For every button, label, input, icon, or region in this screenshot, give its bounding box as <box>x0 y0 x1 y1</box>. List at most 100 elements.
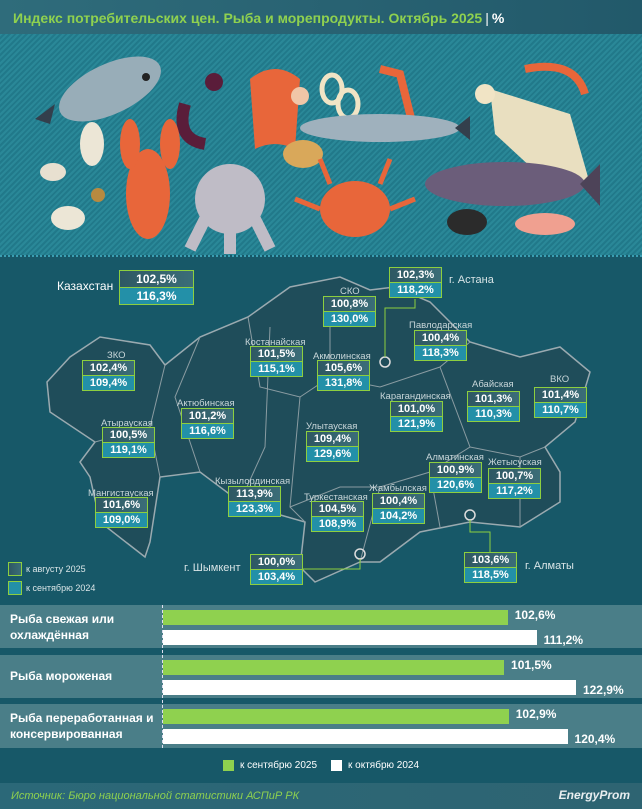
bar-legend: к сентябрю 2025 к октябрю 2024 <box>0 760 642 771</box>
region-value-box: 102,4% 109,4% <box>82 360 135 391</box>
country-label: Казахстан <box>57 279 114 293</box>
value-sep-2024: 123,3% <box>229 502 280 516</box>
region-label: Карагандинская <box>380 391 451 402</box>
crayfish-icon <box>379 65 419 135</box>
value-aug-2025: 101,6% <box>96 498 147 513</box>
value-sep-2024: 118,3% <box>415 346 466 360</box>
region-value-box: 100,7% 117,2% <box>488 468 541 499</box>
value-aug-2025: 101,0% <box>391 402 442 417</box>
region-label: Акмолинская <box>313 351 371 362</box>
title-bar: Индекс потребительских цен. Рыба и мореп… <box>0 0 642 34</box>
value-sep-2024: 118,5% <box>465 568 516 582</box>
country-value-box: 102,5% 116,3% <box>119 270 194 305</box>
prawn-icon <box>524 62 589 96</box>
legend-label: к октябрю 2024 <box>348 760 420 771</box>
bar-value-label: 111,2% <box>543 633 583 647</box>
region-label: Актюбинская <box>177 398 235 409</box>
value-sep-2024: 103,4% <box>251 570 302 584</box>
region-label: г. Астана <box>449 274 494 286</box>
value-aug-2025: 100,0% <box>251 555 302 570</box>
region-label: Туркестанская <box>304 492 368 503</box>
region-label: Улытауская <box>306 421 358 432</box>
bar-axis <box>162 605 163 748</box>
value-aug-2025: 103,6% <box>465 553 516 568</box>
legend-swatch <box>8 581 22 595</box>
legend-label: к сентябрю 2024 <box>26 583 96 593</box>
value-aug-2025: 100,7% <box>489 469 540 484</box>
value-sep-2024: 120,6% <box>430 478 481 492</box>
value-sep-2024: 104,2% <box>373 509 424 523</box>
mussel-icon <box>447 209 487 235</box>
region-label: Кызылординская <box>215 476 291 487</box>
value-sep-2024: 109,0% <box>96 513 147 527</box>
unit-label: % <box>491 10 505 26</box>
region-value-box: 101,5% 115,1% <box>250 346 303 377</box>
value-aug-2025: 109,4% <box>307 432 358 447</box>
region-value-box: 109,4% 129,6% <box>306 431 359 462</box>
region-label: Атырауская <box>101 418 153 429</box>
region-value-box: 101,0% 121,9% <box>390 401 443 432</box>
seafood-illustration-svg <box>35 56 600 254</box>
scallop-icon <box>283 140 323 168</box>
salmon-steak-icon <box>250 69 300 149</box>
region-label: ВКО <box>550 374 570 385</box>
category-label: Рыба мороженая <box>10 669 113 683</box>
value-aug-2025: 101,4% <box>535 388 586 403</box>
region-value-box: 101,6% 109,0% <box>95 497 148 528</box>
value-aug-2025: 113,9% <box>229 487 280 502</box>
region-value-box: 101,3% 110,3% <box>467 391 520 422</box>
value-sep-2024: 118,2% <box>390 283 441 297</box>
region-value-box: 113,9% 123,3% <box>228 486 281 517</box>
value-aug-2025: 100,9% <box>430 463 481 478</box>
region-value-box: 100,4% 104,2% <box>372 493 425 524</box>
region-label: Жамбылская <box>369 483 427 494</box>
lobster-icon <box>120 119 180 239</box>
region-label: Павлодарская <box>409 320 473 331</box>
bar-value-label: 120,4% <box>574 732 616 746</box>
value-sep-2024: 110,7% <box>535 403 586 417</box>
value-aug-2025: 102,5% <box>120 271 193 288</box>
fish-icon <box>35 56 161 124</box>
value-sep-2024: 119,1% <box>103 443 154 457</box>
region-label: СКО <box>340 286 360 297</box>
value-sep-2024: 129,6% <box>307 447 358 461</box>
region-label: Мангистауская <box>88 488 154 499</box>
squid-rings-icon <box>319 72 361 121</box>
astana-marker <box>379 299 416 368</box>
seafood-illustration <box>0 34 642 255</box>
source-note: Источник: Бюро национальной статистики А… <box>11 790 300 802</box>
bar <box>163 680 576 695</box>
bar-value-label: 101,5% <box>511 658 552 672</box>
region-value-box: 100,9% 120,6% <box>429 462 482 493</box>
map-section: Казахстан 102,5% 116,3% ЗКО 102,4% 109,4% Ат… <box>0 255 642 595</box>
legend-swatch <box>222 760 234 771</box>
region-value-box: 105,6% 131,8% <box>317 360 370 391</box>
value-aug-2025: 100,4% <box>415 331 466 346</box>
value-sep-2024: 110,3% <box>468 407 519 421</box>
category-label: Рыба свежая или охлаждённая <box>10 612 115 642</box>
region-value-box: 102,3% 118,2% <box>389 267 442 298</box>
legend-item-sep-2025: к сентябрю 2025 <box>222 760 318 771</box>
region-value-box: 100,5% 119,1% <box>102 427 155 458</box>
value-sep-2024: 115,1% <box>251 362 302 376</box>
octopus-icon <box>184 164 276 254</box>
value-aug-2025: 102,3% <box>390 268 441 283</box>
value-aug-2025: 101,3% <box>468 392 519 407</box>
value-aug-2025: 104,5% <box>312 502 363 517</box>
value-sep-2024: 121,9% <box>391 417 442 431</box>
legend-swatch <box>331 760 343 771</box>
value-sep-2024: 130,0% <box>324 312 375 326</box>
energyprom-logo: EnergyProm <box>558 788 630 802</box>
shrimp-icon <box>291 87 309 105</box>
legend-item-oct-2024: к октябрю 2024 <box>331 760 419 771</box>
trout-icon <box>425 162 600 206</box>
bar <box>163 630 537 645</box>
bar <box>163 709 509 724</box>
bar-value-label: 102,6% <box>514 608 556 622</box>
value-aug-2025: 101,5% <box>251 347 302 362</box>
crab-icon <box>294 158 416 237</box>
legend-label: к сентябрю 2025 <box>239 760 318 771</box>
category-label: Рыба переработанная и консервированная <box>10 711 154 741</box>
region-value-box: 103,6% 118,5% <box>464 552 517 583</box>
squid-icon <box>475 84 590 194</box>
